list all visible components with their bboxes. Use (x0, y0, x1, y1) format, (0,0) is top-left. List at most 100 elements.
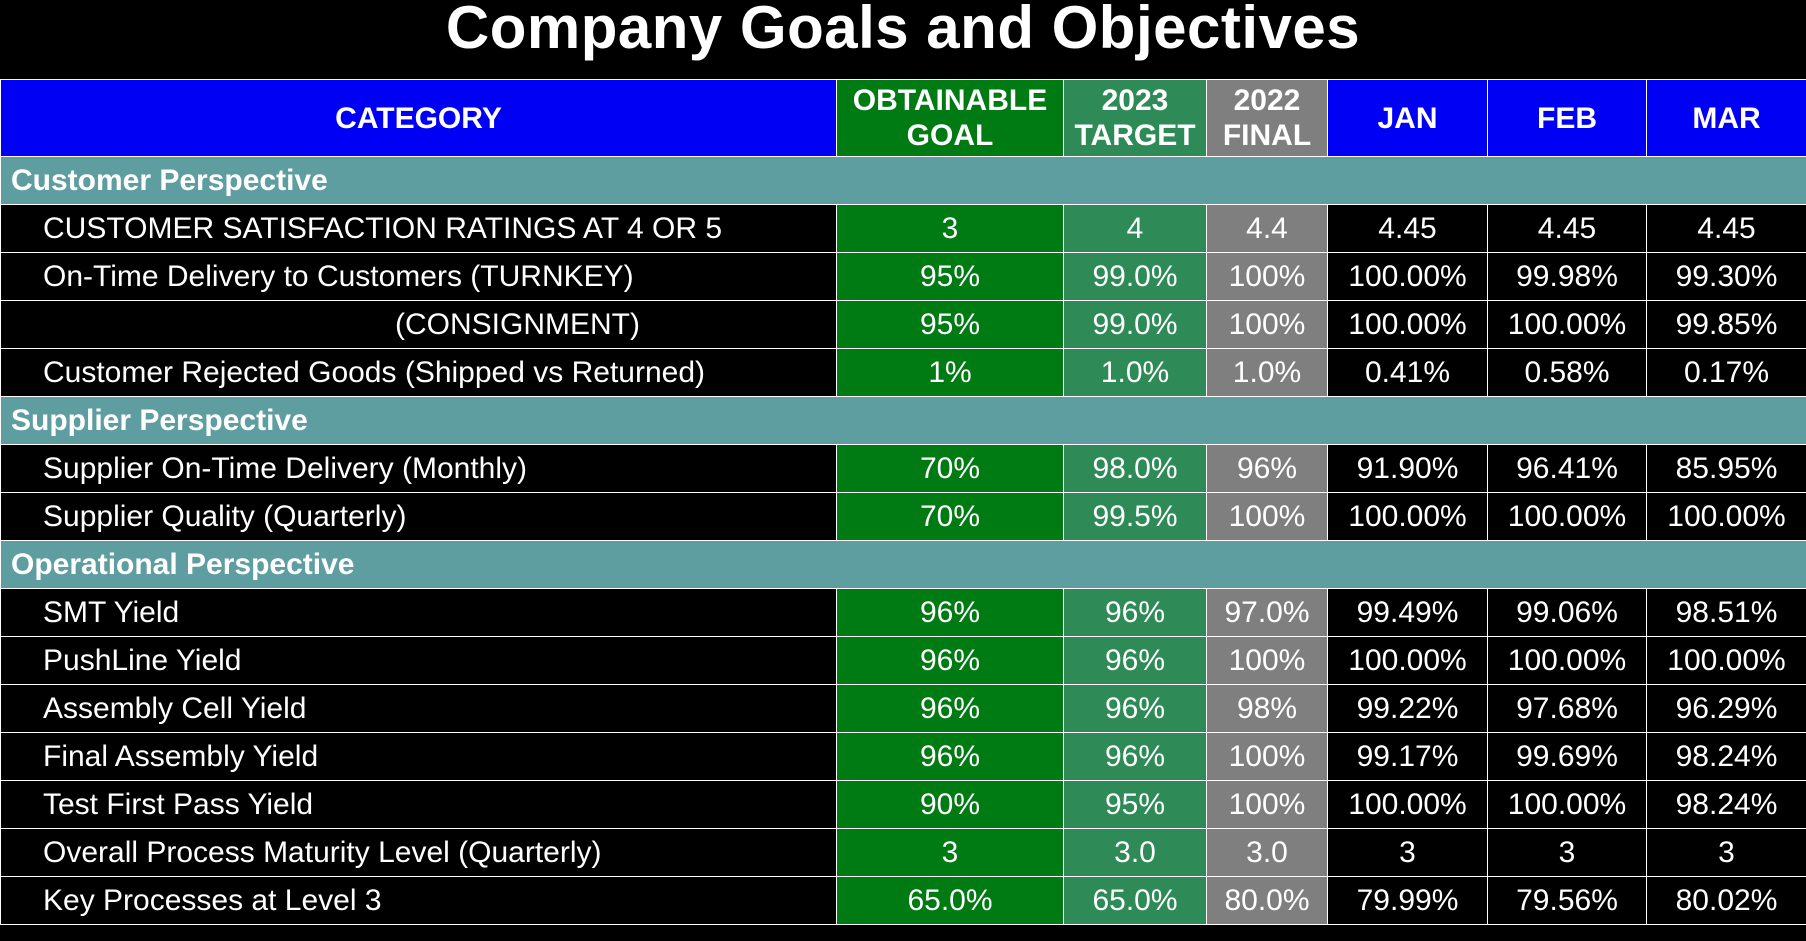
goal-cell: 70% (836, 444, 1064, 493)
table-row: Key Processes at Level 3 65.0% 65.0% 80.… (0, 876, 1806, 925)
header-mar: MAR (1646, 79, 1806, 157)
header-final-line1: 2022 (1233, 84, 1301, 117)
target-cell: 96% (1063, 588, 1207, 637)
jan-cell: 3 (1327, 828, 1488, 877)
section-title: Customer Perspective (0, 156, 1806, 205)
row-label: SMT Yield (0, 588, 837, 637)
target-cell: 96% (1063, 684, 1207, 733)
target-cell: 3.0 (1063, 828, 1207, 877)
table-row: SMT Yield 96% 96% 97.0% 99.49% 99.06% 98… (0, 588, 1806, 637)
goal-cell: 65.0% (836, 876, 1064, 925)
mar-cell: 100.00% (1646, 492, 1806, 541)
table-row: CUSTOMER SATISFACTION RATINGS AT 4 OR 5 … (0, 204, 1806, 253)
feb-cell: 3 (1487, 828, 1647, 877)
jan-cell: 100.00% (1327, 636, 1488, 685)
feb-cell: 100.00% (1487, 636, 1647, 685)
goal-cell: 3 (836, 204, 1064, 253)
table-row: Assembly Cell Yield 96% 96% 98% 99.22% 9… (0, 684, 1806, 733)
goal-cell: 95% (836, 300, 1064, 349)
header-goal-line2: GOAL (906, 119, 994, 152)
final-cell: 3.0 (1206, 828, 1328, 877)
target-cell: 99.0% (1063, 300, 1207, 349)
header-target-line1: 2023 (1101, 84, 1169, 117)
jan-cell: 100.00% (1327, 492, 1488, 541)
section-title: Operational Perspective (0, 540, 1806, 589)
header-final-line2: FINAL (1222, 119, 1312, 152)
feb-cell: 97.68% (1487, 684, 1647, 733)
final-cell: 100% (1206, 492, 1328, 541)
final-cell: 100% (1206, 300, 1328, 349)
feb-cell: 96.41% (1487, 444, 1647, 493)
target-cell: 96% (1063, 732, 1207, 781)
section-supplier-perspective: Supplier Perspective (0, 396, 1806, 445)
row-label: Overall Process Maturity Level (Quarterl… (0, 828, 837, 877)
table-row: Supplier Quality (Quarterly) 70% 99.5% 1… (0, 492, 1806, 541)
mar-cell: 100.00% (1646, 636, 1806, 685)
final-cell: 1.0% (1206, 348, 1328, 397)
jan-cell: 100.00% (1327, 300, 1488, 349)
target-cell: 1.0% (1063, 348, 1207, 397)
mar-cell: 96.29% (1646, 684, 1806, 733)
feb-cell: 100.00% (1487, 780, 1647, 829)
header-row: CATEGORY OBTAINABLE GOAL 2023 TARGET 2022 F… (0, 79, 1806, 157)
table-row: Customer Rejected Goods (Shipped vs Retu… (0, 348, 1806, 397)
jan-cell: 99.22% (1327, 684, 1488, 733)
jan-cell: 99.49% (1327, 588, 1488, 637)
row-label: (CONSIGNMENT) (0, 300, 837, 349)
target-cell: 95% (1063, 780, 1207, 829)
mar-cell: 98.24% (1646, 780, 1806, 829)
page-title: Company Goals and Objectives (445, 0, 1361, 61)
feb-cell: 99.98% (1487, 252, 1647, 301)
header-2023-target: 2023 TARGET (1063, 79, 1207, 157)
feb-cell: 0.58% (1487, 348, 1647, 397)
header-2022-final: 2022 FINAL (1206, 79, 1328, 157)
final-cell: 100% (1206, 780, 1328, 829)
target-cell: 4 (1063, 204, 1207, 253)
jan-cell: 4.45 (1327, 204, 1488, 253)
goal-cell: 96% (836, 636, 1064, 685)
goal-cell: 90% (836, 780, 1064, 829)
goals-table: CATEGORY OBTAINABLE GOAL 2023 TARGET 2022 F… (0, 79, 1806, 925)
goal-cell: 1% (836, 348, 1064, 397)
mar-cell: 80.02% (1646, 876, 1806, 925)
header-obtainable-goal: OBTAINABLE GOAL (836, 79, 1064, 157)
row-label: Key Processes at Level 3 (0, 876, 837, 925)
mar-cell: 0.17% (1646, 348, 1806, 397)
table-row: On-Time Delivery to Customers (TURNKEY) … (0, 252, 1806, 301)
row-label: PushLine Yield (0, 636, 837, 685)
row-label: Test First Pass Yield (0, 780, 837, 829)
mar-cell: 85.95% (1646, 444, 1806, 493)
section-title: Supplier Perspective (0, 396, 1806, 445)
row-label: Final Assembly Yield (0, 732, 837, 781)
table-row: PushLine Yield 96% 96% 100% 100.00% 100.… (0, 636, 1806, 685)
target-cell: 99.5% (1063, 492, 1207, 541)
jan-cell: 91.90% (1327, 444, 1488, 493)
final-cell: 100% (1206, 636, 1328, 685)
final-cell: 100% (1206, 252, 1328, 301)
goal-cell: 96% (836, 588, 1064, 637)
section-customer-perspective: Customer Perspective (0, 156, 1806, 205)
row-label: Supplier On-Time Delivery (Monthly) (0, 444, 837, 493)
table-row: (CONSIGNMENT) 95% 99.0% 100% 100.00% 100… (0, 300, 1806, 349)
jan-cell: 100.00% (1327, 252, 1488, 301)
final-cell: 80.0% (1206, 876, 1328, 925)
mar-cell: 3 (1646, 828, 1806, 877)
feb-cell: 4.45 (1487, 204, 1647, 253)
final-cell: 98% (1206, 684, 1328, 733)
header-target-line2: TARGET (1074, 119, 1196, 152)
row-label: Supplier Quality (Quarterly) (0, 492, 837, 541)
feb-cell: 100.00% (1487, 492, 1647, 541)
mar-cell: 98.51% (1646, 588, 1806, 637)
table-row: Overall Process Maturity Level (Quarterl… (0, 828, 1806, 877)
goal-cell: 3 (836, 828, 1064, 877)
goal-cell: 70% (836, 492, 1064, 541)
row-label: Customer Rejected Goods (Shipped vs Retu… (0, 348, 837, 397)
feb-cell: 79.56% (1487, 876, 1647, 925)
final-cell: 100% (1206, 732, 1328, 781)
target-cell: 98.0% (1063, 444, 1207, 493)
section-operational-perspective: Operational Perspective (0, 540, 1806, 589)
final-cell: 97.0% (1206, 588, 1328, 637)
table-row: Final Assembly Yield 96% 96% 100% 99.17%… (0, 732, 1806, 781)
header-category: CATEGORY (0, 79, 837, 157)
mar-cell: 98.24% (1646, 732, 1806, 781)
